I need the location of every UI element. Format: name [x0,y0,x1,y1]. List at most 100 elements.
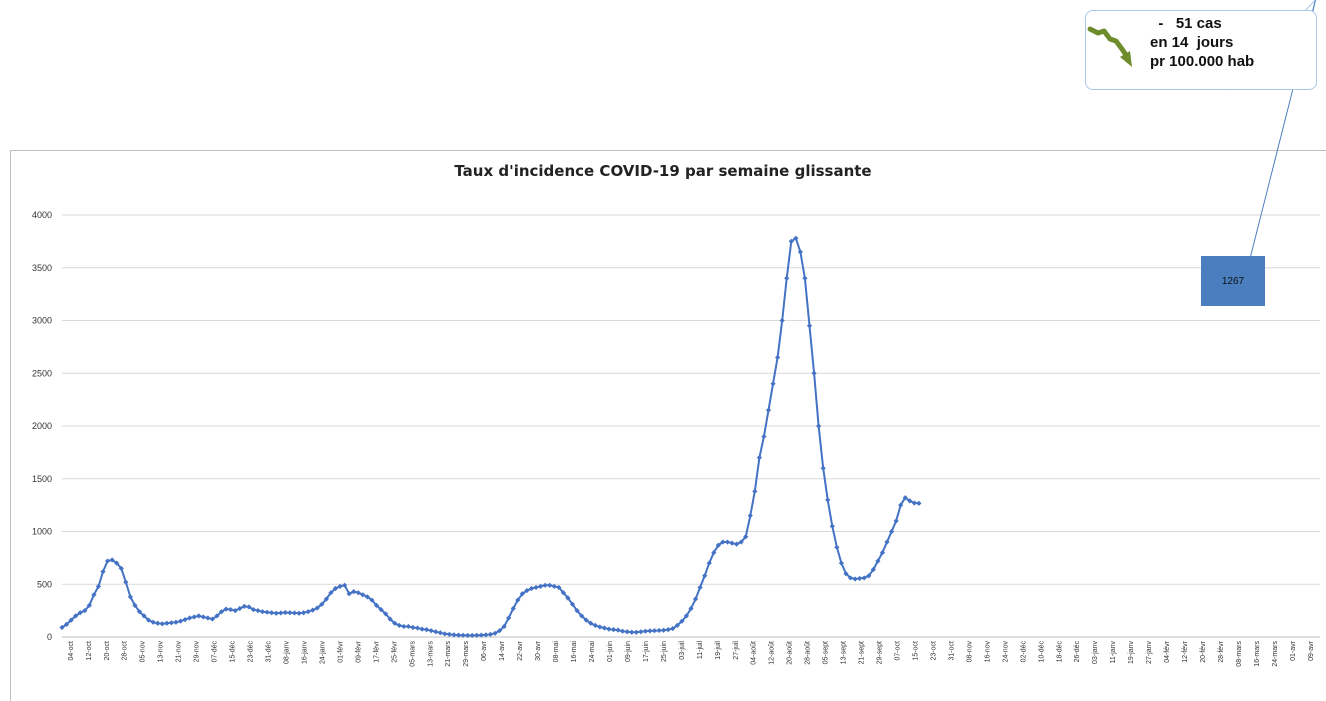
data-point [866,573,872,579]
y-tick-label: 1000 [32,527,52,537]
data-point [797,249,803,255]
data-point [606,626,612,632]
data-point [173,619,179,625]
data-point [515,597,521,603]
data-point [159,621,165,627]
data-point [528,585,535,592]
x-tick-label: 21-nov [176,641,183,663]
data-point [702,573,708,579]
data-point [843,571,849,577]
data-point [647,628,653,634]
data-point [155,620,161,626]
x-tick-label: 11-juil [697,641,704,660]
data-point [419,626,425,632]
x-tick-label: 29-mars [463,641,470,667]
data-point [733,541,740,547]
data-point [451,632,457,638]
data-point [278,610,284,616]
data-point [501,623,507,630]
x-tick-label: 17-févr [373,640,380,662]
x-tick-label: 14-avr [499,640,506,661]
x-tick-label: 01-févr [337,640,344,662]
data-point [323,596,329,602]
data-point [209,616,216,622]
data-point [59,624,65,631]
data-point [720,539,726,545]
data-point [146,617,152,623]
x-tick-label: 16-mars [1254,641,1261,667]
data-point [164,620,170,626]
data-point [793,235,799,241]
x-tick-label: 20-août [787,641,794,665]
data-point [907,498,913,504]
data-point [711,550,717,556]
data-point [656,627,662,634]
data-point [351,589,357,595]
data-point [250,606,257,613]
x-tick-label: 13-mars [427,641,434,667]
x-tick-label: 26-déc [1074,641,1081,663]
x-tick-label: 31-déc [266,641,273,663]
data-point [911,500,917,506]
data-point [232,608,238,614]
data-point [688,605,694,612]
x-tick-label: 06-avr [481,640,488,661]
x-tick-label: 07-oct [895,641,902,661]
x-tick-label: 05-mars [409,641,416,667]
data-point [82,608,88,614]
x-tick-label: 05-nov [140,641,147,663]
callout-text: - 51 cas en 14 jours pr 100.000 hab [1150,14,1254,71]
data-point [761,433,767,440]
data-point [410,624,416,631]
data-point [474,632,480,638]
x-tick-label: 05-sept [823,641,830,664]
data-point [291,610,298,616]
x-tick-label: 20-oct [104,641,111,661]
data-point [465,632,471,639]
data-point [729,540,735,546]
x-tick-label: 01-juin [607,641,614,662]
x-tick-label: 22-avr [517,640,524,661]
data-point [319,601,325,607]
data-point [392,620,398,626]
series-line [61,236,919,637]
trend-down-arrow-icon [1087,26,1132,67]
data-point [273,610,279,616]
x-tick-label: 10-déc [1038,641,1045,663]
data-point [200,614,206,620]
callout-line-3: pr 100.000 hab [1150,53,1255,70]
data-point [724,539,731,545]
callout-line-2: en 14 jours [1150,34,1234,51]
x-tick-label: 08-mai [553,641,560,663]
data-point [811,370,817,376]
x-tick-label: 09-juin [625,641,632,662]
x-tick-label: 21-sept [859,641,866,664]
callout-box [1085,10,1317,90]
data-point [756,455,762,461]
data-point [547,582,553,588]
data-point [601,625,607,631]
value-box-label: 1267 [1221,275,1245,287]
data-point [332,585,339,592]
data-point [825,497,831,503]
data-point [300,610,307,616]
chart-title: Taux d'incidence COVID-19 par semaine gl… [454,162,872,180]
data-point [519,591,525,597]
y-tick-label: 2000 [32,421,52,431]
data-point [870,566,876,573]
data-point [779,317,785,324]
x-tick-label: 09-févr [355,640,362,662]
data-point [875,558,881,564]
data-point [620,628,626,634]
data-point [665,627,671,633]
data-point [857,575,863,582]
data-point [469,632,475,639]
data-point [674,622,680,628]
data-point [218,609,225,615]
data-point [902,495,908,501]
data-point [73,613,79,619]
data-point [77,610,83,616]
x-tick-label: 24-mai [589,641,596,663]
data-point [269,610,275,616]
data-point [424,627,430,633]
